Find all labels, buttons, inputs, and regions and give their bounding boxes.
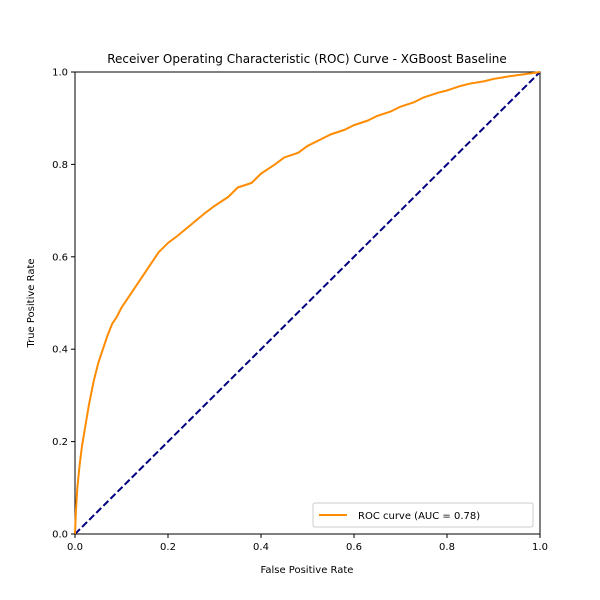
x-axis-title: False Positive Rate <box>261 565 354 576</box>
plot-frame <box>74 71 541 535</box>
x-tick-label: 0.6 <box>346 542 362 553</box>
legend-label-roc: ROC curve (AUC = 0.78) <box>358 511 480 522</box>
x-tick-label: 0.8 <box>439 542 455 553</box>
y-tick-label: 0.8 <box>52 160 68 171</box>
x-tick-label: 0.2 <box>160 542 176 553</box>
y-tick-label: 0.6 <box>52 252 68 263</box>
x-tick-label: 1.0 <box>532 542 548 553</box>
y-tick-label: 0.0 <box>52 530 68 541</box>
roc-curve-line <box>74 71 541 535</box>
y-axis-ticks: 0.0 0.2 0.4 0.6 0.8 1.0 <box>52 68 75 541</box>
y-axis-title: True Positive Rate <box>26 258 37 348</box>
y-tick-label: 0.2 <box>52 437 68 448</box>
x-tick-label: 0.4 <box>253 542 269 553</box>
x-tick-label: 0.0 <box>67 542 83 553</box>
series-layer <box>74 71 541 535</box>
legend: ROC curve (AUC = 0.78) <box>312 502 534 528</box>
x-axis-ticks: 0.0 0.2 0.4 0.6 0.8 1.0 <box>67 534 548 553</box>
y-tick-label: 1.0 <box>52 68 68 79</box>
chart-title: Receiver Operating Characteristic (ROC) … <box>107 52 507 66</box>
legend-box <box>312 502 534 528</box>
chance-diagonal-line <box>74 71 541 535</box>
plot-area: 0.0 0.2 0.4 0.6 0.8 1.0 0.0 0.2 0.4 0.6 0.8 1.0 <box>52 68 548 554</box>
y-tick-label: 0.4 <box>52 345 68 356</box>
